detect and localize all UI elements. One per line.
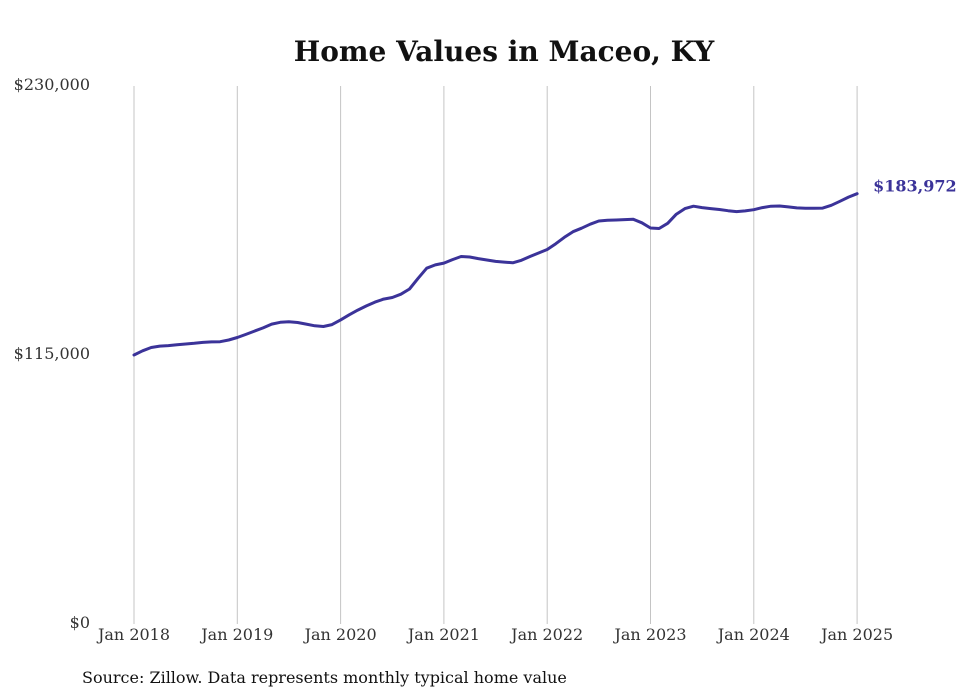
y-axis-ticks: $0 $115,000 $230,000 [14, 75, 90, 632]
x-tick-label: Jan 2019 [199, 625, 273, 644]
x-axis-ticks: Jan 2018 Jan 2019 Jan 2020 Jan 2021 Jan 2022… [96, 625, 893, 644]
x-tick-label: Jan 2020 [303, 625, 377, 644]
y-tick-label: $115,000 [14, 344, 90, 363]
grid [133, 86, 858, 624]
chart-title: Home Values in Maceo, KY [294, 35, 715, 68]
y-tick-label: $230,000 [14, 75, 90, 94]
x-tick-label: Jan 2018 [96, 625, 170, 644]
x-tick-label: Jan 2023 [612, 625, 686, 644]
y-tick-label: $0 [70, 613, 90, 632]
x-tick-label: Jan 2022 [509, 625, 583, 644]
x-tick-label: Jan 2021 [406, 625, 480, 644]
source-note: Source: Zillow. Data represents monthly … [82, 668, 567, 687]
series-line [132, 192, 859, 357]
end-value-label: $183,972 [873, 177, 957, 196]
x-tick-label: Jan 2025 [819, 625, 893, 644]
x-tick-label: Jan 2024 [716, 625, 790, 644]
